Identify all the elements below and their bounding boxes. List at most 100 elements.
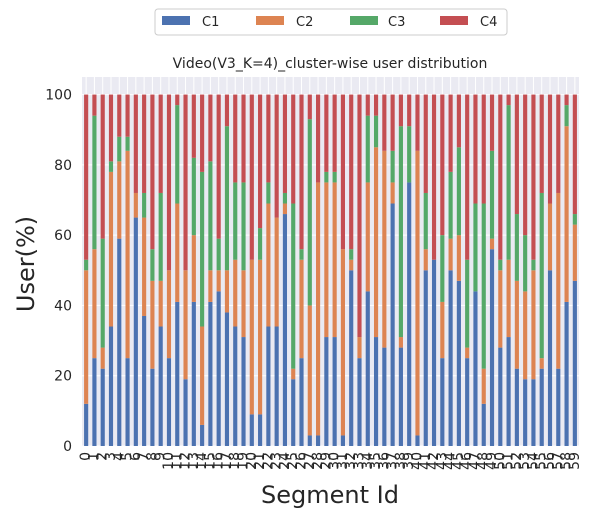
bar-c2-seg-9 [159,281,163,327]
bar-c2-seg-24 [283,204,287,215]
y-tick-label: 40 [54,298,72,314]
bar-c4-seg-11 [175,95,179,106]
bar-c4-seg-59 [573,95,577,214]
bar-c1-seg-45 [457,281,461,446]
bar-c4-seg-46 [465,95,469,260]
bar-c4-seg-14 [200,95,204,172]
x-axis-label: Segment Id [261,481,399,509]
bar-c2-seg-4 [117,161,121,238]
bar-c4-seg-0 [84,95,88,260]
bar-c3-seg-18 [233,182,237,259]
bar-c2-seg-20 [250,260,254,415]
y-tick-label: 60 [54,228,72,244]
bar-c2-seg-16 [217,270,221,291]
bar-c2-seg-54 [531,270,535,379]
bar-c1-seg-15 [208,302,212,446]
bar-c1-seg-14 [200,425,204,446]
bar-c2-seg-41 [424,249,428,270]
bar-c1-seg-25 [291,379,295,446]
bar-c4-seg-21 [258,95,262,229]
bar-c1-seg-47 [473,291,477,446]
bar-c1-seg-10 [167,358,171,446]
bar-c1-seg-58 [565,302,569,446]
bar-c1-seg-5 [125,358,129,446]
bar-c1-seg-51 [507,337,511,446]
bar-c2-seg-21 [258,260,262,415]
bar-c3-seg-35 [374,116,378,148]
bar-c4-seg-28 [316,95,320,183]
bar-c3-seg-45 [457,147,461,235]
bar-c3-seg-15 [208,161,212,270]
bar-c3-seg-34 [366,116,370,183]
bar-c1-seg-57 [556,369,560,446]
bar-c4-seg-17 [225,95,229,127]
bar-c3-seg-30 [333,172,337,183]
bar-c1-seg-59 [573,281,577,446]
bar-c3-seg-24 [283,193,287,204]
bar-c1-seg-29 [324,337,328,446]
legend-swatch-c4 [440,16,468,25]
bar-c2-seg-50 [498,270,502,347]
bar-c1-seg-46 [465,358,469,446]
bar-c1-seg-37 [391,204,395,446]
bar-c3-seg-46 [465,260,469,348]
bar-c1-seg-39 [407,182,411,446]
legend-label-c1: C1 [202,15,219,30]
bar-c1-seg-44 [449,270,453,446]
plot-area [82,77,579,446]
bar-c4-seg-35 [374,95,378,116]
bar-c3-seg-41 [424,193,428,249]
bar-c4-seg-6 [134,95,138,193]
bar-c2-seg-31 [341,249,345,435]
y-tick-label: 80 [54,158,72,174]
bar-c4-seg-50 [498,95,502,260]
bar-c3-seg-44 [449,172,453,239]
bar-c2-seg-15 [208,270,212,302]
bar-c2-seg-27 [308,305,312,435]
bar-c1-seg-56 [548,270,552,446]
bar-c2-seg-1 [92,249,96,358]
bar-c4-seg-43 [440,95,444,236]
bar-c3-seg-5 [125,137,129,151]
bar-c1-seg-43 [440,358,444,446]
bar-c2-seg-12 [183,270,187,379]
bar-c2-seg-45 [457,235,461,281]
bar-c2-seg-19 [241,270,245,337]
bar-c4-seg-20 [250,95,254,260]
bar-c4-seg-12 [183,95,187,271]
bar-c4-seg-26 [299,95,303,250]
bar-c3-seg-54 [531,260,535,271]
bar-c2-seg-0 [84,270,88,404]
bar-c1-seg-48 [482,404,486,446]
bar-c1-seg-6 [134,218,138,446]
legend-label-c3: C3 [388,15,405,30]
bar-c4-seg-55 [540,95,544,193]
bar-c1-seg-16 [217,291,221,446]
bar-c4-seg-33 [357,95,361,337]
legend-swatch-c3 [350,16,378,25]
bar-c4-seg-41 [424,95,428,193]
bar-c2-seg-46 [465,348,469,359]
legend-label-c4: C4 [480,15,497,30]
bar-c2-seg-48 [482,369,486,404]
bar-c3-seg-37 [391,151,395,183]
bar-c4-seg-57 [556,95,560,193]
bar-c1-seg-22 [266,327,270,446]
bar-c2-seg-28 [316,182,320,435]
bar-c2-seg-22 [266,204,270,327]
y-axis-label: User(%) [12,216,40,312]
bar-c1-seg-11 [175,302,179,446]
bar-c2-seg-8 [150,281,154,369]
bar-c3-seg-59 [573,214,577,225]
bar-c1-seg-27 [308,435,312,446]
x-tick-label: 59 [567,452,583,470]
bar-c1-seg-13 [192,302,196,446]
bar-c2-seg-32 [349,260,353,271]
bar-c4-seg-51 [507,95,511,106]
bar-c3-seg-26 [299,249,303,260]
bar-c1-seg-12 [183,379,187,446]
bar-c4-seg-32 [349,95,353,250]
bar-c4-seg-52 [515,95,519,214]
bar-c1-seg-34 [366,291,370,446]
